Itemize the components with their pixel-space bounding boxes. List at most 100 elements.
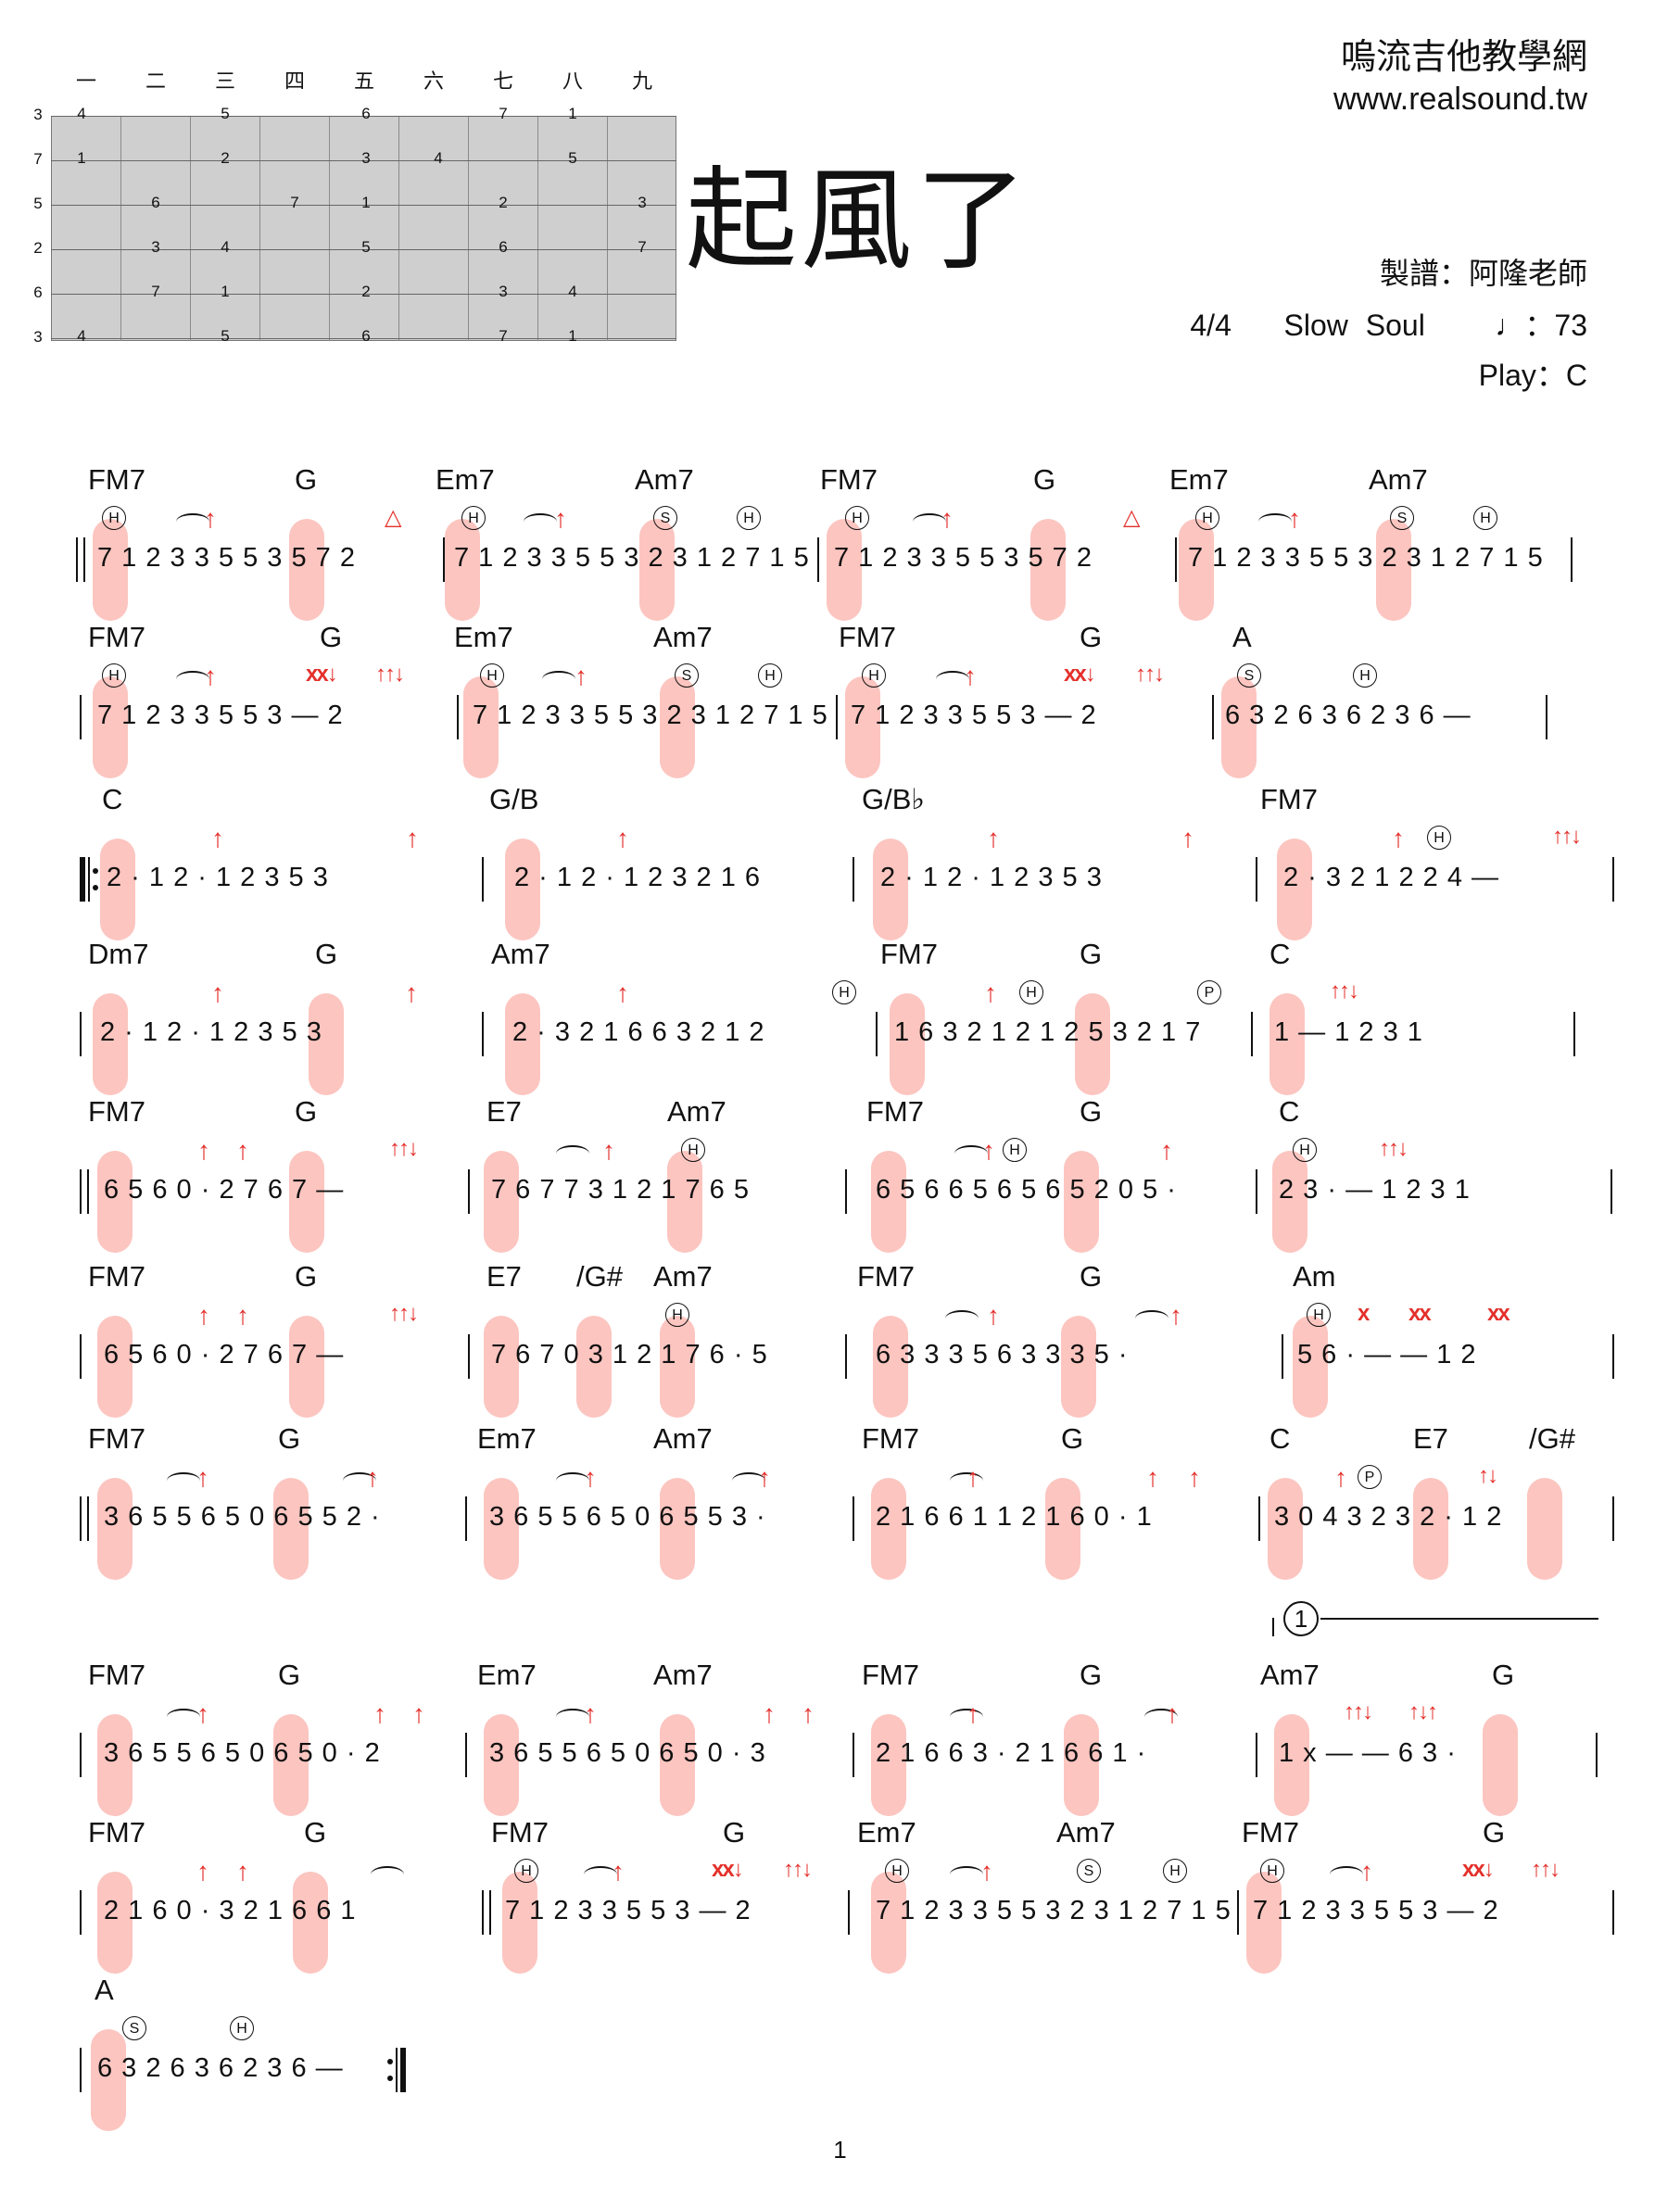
repeat-start-sign bbox=[80, 857, 98, 902]
fret-line bbox=[607, 116, 608, 341]
chord-label: G bbox=[1080, 621, 1103, 653]
tie bbox=[732, 1472, 765, 1489]
fret-note: 5 bbox=[568, 149, 577, 167]
strum-pattern-mark: ↑↑↓ bbox=[389, 1301, 419, 1326]
tie bbox=[1135, 1310, 1168, 1327]
strum-up-arrow: ↑ bbox=[575, 662, 587, 690]
strum-highlight bbox=[1246, 1872, 1282, 1974]
fret-line bbox=[398, 116, 399, 341]
strum-up-arrow: ↑ bbox=[406, 824, 419, 852]
hammer-on-mark: H bbox=[102, 663, 126, 688]
strum-highlight bbox=[100, 839, 135, 940]
chord-label: Em7 bbox=[436, 463, 495, 496]
chord-label: Am7 bbox=[635, 463, 694, 496]
measure-notes: 2 1 6 6 1 1 2 1 6 0 · 1 bbox=[876, 1502, 1153, 1532]
strum-highlight bbox=[289, 519, 324, 621]
strum-pattern-mark: ↑↑↓ bbox=[1531, 1857, 1560, 1882]
strum-highlight bbox=[93, 676, 128, 778]
strum-highlight bbox=[445, 519, 480, 621]
hammer-on-mark: H bbox=[230, 2016, 254, 2040]
chord-label: G/B♭ bbox=[862, 783, 926, 815]
chord-label: Em7 bbox=[1169, 463, 1229, 496]
fret-note: 6 bbox=[151, 194, 160, 211]
measure-notes: 2 · 3 2 1 2 2 4 — bbox=[1283, 863, 1500, 892]
score-row-8: FM7 G Em7 Am7 FM7 G Am7 G ↑ ↑ ↑ ↑ ↑ ↑ ↑ … bbox=[0, 1659, 1680, 1816]
chord-label: G bbox=[1080, 1260, 1103, 1293]
chord-label: FM7 bbox=[839, 621, 896, 653]
barline bbox=[853, 1496, 854, 1541]
strum-highlight bbox=[1179, 519, 1214, 621]
style: Slow Soul bbox=[1283, 309, 1425, 342]
measure-notes: 7 6 7 0 3 1 2 1 7 6 · 5 bbox=[491, 1340, 768, 1369]
strum-up-arrow: ↑ bbox=[616, 824, 629, 852]
strum-highlight bbox=[873, 1316, 908, 1418]
score-row-1: FM7 G Em7 Am7 FM7 G Em7 Am7 H ↑ △ H ↑ S … bbox=[0, 463, 1680, 621]
strum-highlight bbox=[97, 1872, 133, 1974]
tie bbox=[176, 671, 209, 688]
strum-highlight bbox=[1075, 993, 1110, 1095]
measure-notes: 7 1 2 3 3 5 5 3 2 3 1 2 7 1 5 bbox=[876, 1896, 1232, 1925]
strum-highlight bbox=[1061, 1316, 1096, 1418]
hammer-on-mark: H bbox=[1195, 506, 1219, 530]
tie bbox=[167, 1709, 200, 1725]
chord-label: G bbox=[295, 463, 318, 496]
tie bbox=[542, 671, 575, 688]
chord-label: G bbox=[1033, 463, 1056, 496]
strum-highlight bbox=[1064, 1151, 1099, 1253]
chord-label: E7 bbox=[486, 1260, 522, 1293]
fret-label: 一 bbox=[75, 70, 96, 94]
mute-mark: xx bbox=[1487, 1301, 1510, 1326]
strum-up-arrow: ↑ bbox=[236, 1301, 249, 1330]
chord-label: FM7 bbox=[857, 1260, 915, 1293]
barline bbox=[848, 1890, 850, 1935]
chord-label: FM7 bbox=[88, 1260, 145, 1293]
fret-label: 四 bbox=[284, 70, 305, 94]
barline bbox=[1256, 1733, 1257, 1777]
barline bbox=[1612, 1334, 1614, 1379]
mute-strum-mark: xx↓ bbox=[1064, 662, 1096, 687]
fret-note: 3 bbox=[361, 149, 371, 167]
string-line bbox=[51, 160, 676, 161]
strum-pattern-mark: ↑↑↓ bbox=[1344, 1699, 1373, 1724]
strum-highlight bbox=[890, 993, 925, 1095]
strum-highlight bbox=[845, 676, 880, 778]
hammer-on-mark: H bbox=[1019, 980, 1043, 1004]
chord-label: C bbox=[102, 783, 123, 815]
strum-up-arrow: ↑ bbox=[405, 978, 418, 1007]
strum-up-arrow: ↑ bbox=[1334, 1463, 1347, 1492]
strum-up-arrow: ↑ bbox=[412, 1699, 425, 1728]
tie bbox=[176, 513, 209, 530]
hammer-on-mark: H bbox=[885, 1859, 909, 1883]
fret-label: 五 bbox=[353, 70, 374, 94]
barline bbox=[80, 1012, 82, 1056]
measure-notes: 7 1 2 3 3 5 5 3 — 2 bbox=[505, 1896, 752, 1925]
chord-label: A bbox=[1232, 621, 1252, 653]
tie bbox=[556, 1472, 589, 1489]
volta-number: 1 bbox=[1283, 1601, 1319, 1636]
string-label: 2 bbox=[33, 239, 43, 257]
strum-highlight bbox=[639, 519, 675, 621]
score-row-9: FM7 G FM7 G Em7 Am7 FM7 G ↑ ↑ H ↑ xx↓ ↑↑… bbox=[0, 1816, 1680, 1974]
accent-mark: △ bbox=[385, 505, 402, 530]
tie bbox=[167, 1472, 200, 1489]
score-row-7: FM7 G Em7 Am7 FM7 G C E7 /G# ↑ ↑ ↑ ↑ ↑ ↑… bbox=[0, 1422, 1680, 1580]
measure-notes: 2 1 6 0 · 3 2 1 6 6 1 bbox=[104, 1896, 357, 1925]
fret-label: 九 bbox=[631, 70, 652, 94]
hammer-on-mark: H bbox=[758, 663, 782, 688]
chord-label: Am7 bbox=[653, 1659, 713, 1691]
string-line bbox=[51, 116, 676, 117]
strum-up-arrow: ↑ bbox=[196, 1699, 209, 1728]
barline bbox=[876, 1012, 878, 1056]
string-line bbox=[51, 249, 676, 250]
strum-highlight bbox=[1376, 519, 1411, 621]
strum-pattern-mark: ↑↑↓ bbox=[1330, 978, 1359, 1003]
chord-label: Am7 bbox=[1056, 1816, 1116, 1849]
barline bbox=[482, 1012, 484, 1056]
tie bbox=[954, 1145, 988, 1162]
hammer-on-mark: H bbox=[1003, 1138, 1027, 1162]
strum-highlight bbox=[484, 1714, 519, 1816]
strum-highlight bbox=[505, 993, 540, 1095]
fret-grid bbox=[51, 116, 676, 341]
barline bbox=[482, 857, 484, 902]
chord-label: A bbox=[95, 1974, 114, 2006]
